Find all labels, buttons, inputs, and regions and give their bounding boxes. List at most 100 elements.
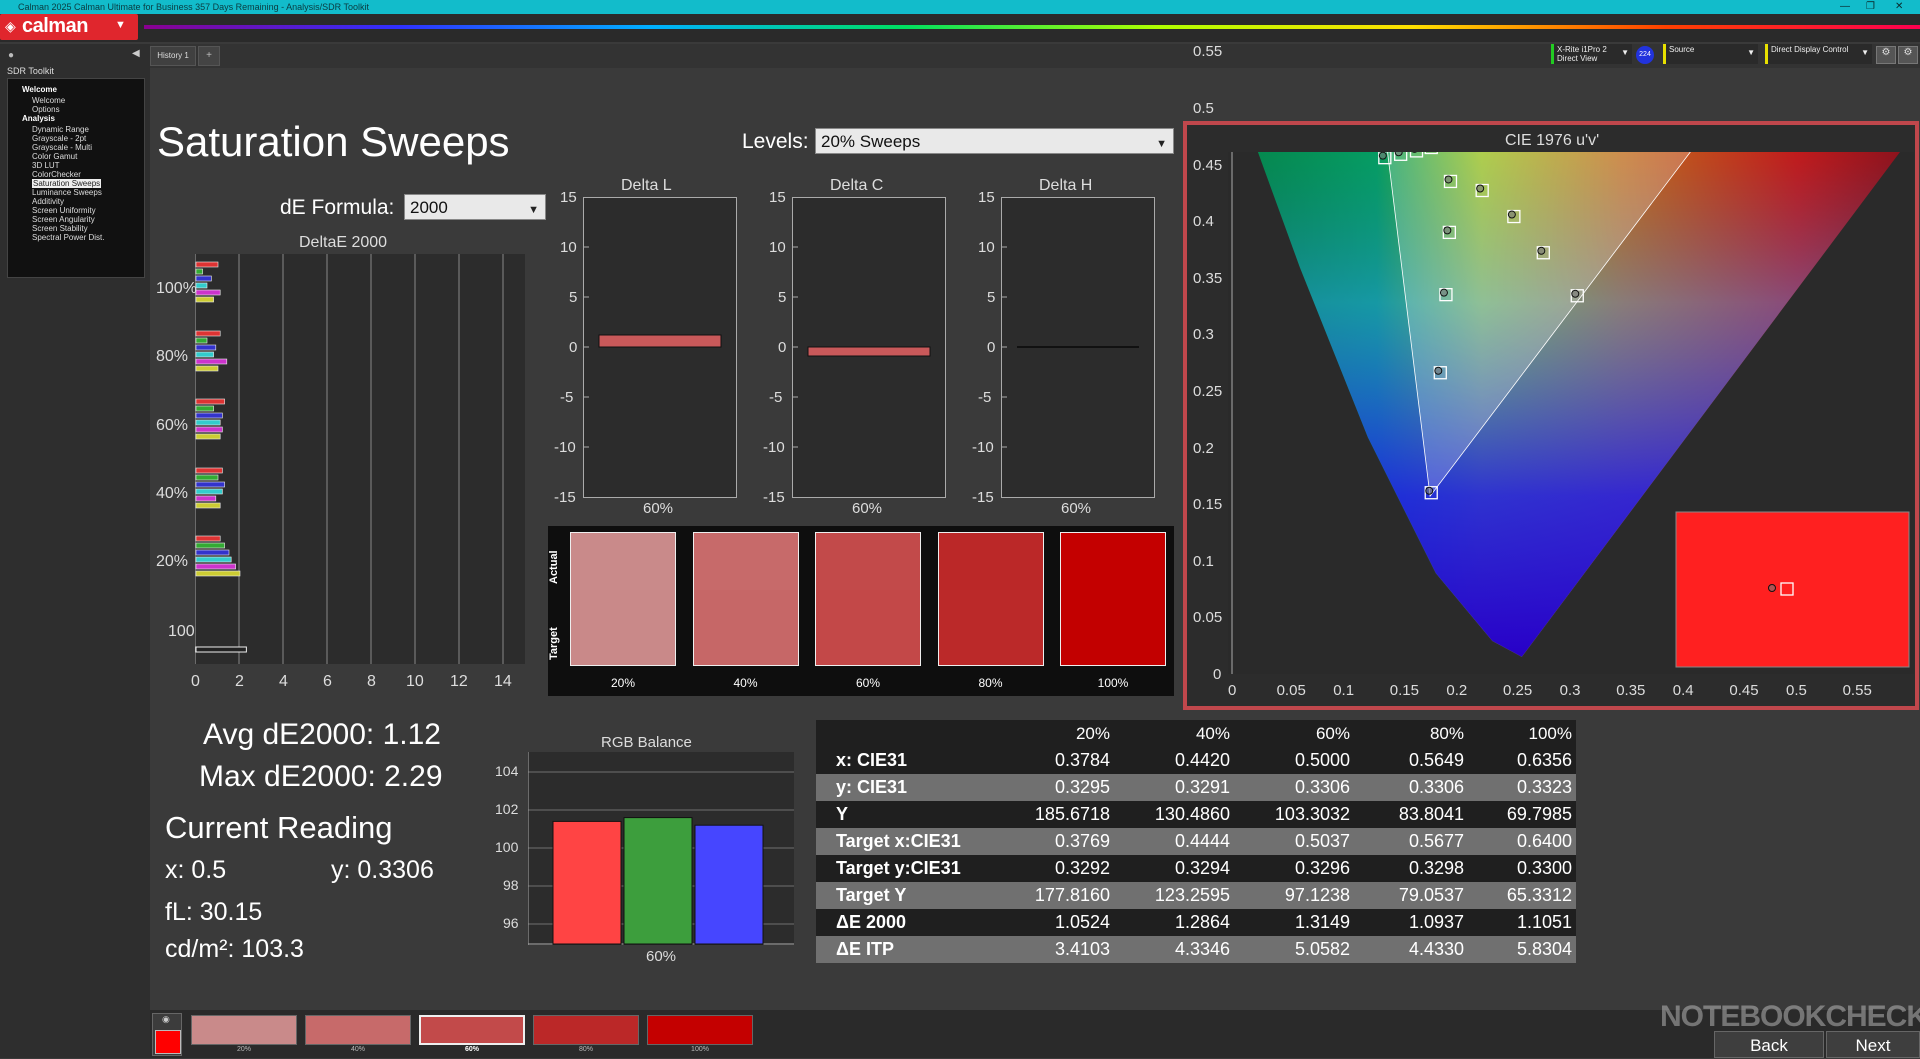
- sidebar-section: SDR Toolkit: [7, 66, 54, 76]
- deltae-bar: [196, 489, 222, 494]
- y-tick: 100: [168, 623, 195, 641]
- next-button[interactable]: Next: [1826, 1031, 1920, 1058]
- deltae-bar: [196, 434, 220, 439]
- deltae-bar: [196, 269, 203, 274]
- sidebar-item[interactable]: Additivity: [32, 197, 64, 206]
- actual-swatch: [938, 532, 1044, 590]
- table-cell: 0.3323: [1468, 774, 1576, 801]
- sweep-thumbnail[interactable]: [305, 1015, 411, 1045]
- collapse-icon[interactable]: ◀: [132, 48, 140, 59]
- y-tick: 5: [987, 289, 995, 306]
- back-button[interactable]: Back: [1714, 1031, 1824, 1058]
- add-tab-button[interactable]: +: [198, 46, 220, 66]
- green-balance-bar: [624, 818, 692, 944]
- sweep-thumbnail[interactable]: [647, 1015, 753, 1045]
- y-tick: 100: [495, 839, 518, 855]
- x-tick: 0.35: [1616, 682, 1645, 699]
- de-formula-select[interactable]: 2000▼: [404, 194, 546, 220]
- sidebar-item[interactable]: Options: [32, 105, 60, 114]
- chevron-down-icon: ▼: [528, 197, 539, 223]
- table-cell: 185.6718: [1004, 801, 1114, 828]
- row-label: ΔE 2000: [816, 909, 1004, 936]
- swatch-panel: Actual Target 20%40%60%80%100%: [548, 526, 1174, 696]
- sidebar-item[interactable]: Dynamic Range: [32, 125, 89, 134]
- y-tick: -15: [763, 489, 785, 506]
- sidebar-item[interactable]: Screen Stability: [32, 224, 88, 233]
- display-selector[interactable]: Direct Display Control ▼: [1765, 44, 1872, 64]
- x-tick: 14: [494, 673, 512, 691]
- table-cell: 5.0582: [1234, 936, 1354, 963]
- next-label: Next: [1856, 1036, 1891, 1055]
- avg-de: Avg dE2000: 1.12: [203, 718, 441, 752]
- sidebar-item[interactable]: 3D LUT: [32, 161, 60, 170]
- table-header-row: 20%40%60%80%100%: [816, 720, 1576, 747]
- table-cell: 1.0937: [1354, 909, 1468, 936]
- sidebar-item[interactable]: Luminance Sweeps: [32, 188, 102, 197]
- table-header-cell: 20%: [1004, 720, 1114, 747]
- reading-marker: [1379, 152, 1386, 159]
- thumbnail-label: 80%: [533, 1046, 639, 1053]
- calman-menu-button[interactable]: ◈ calman ▼: [0, 14, 138, 40]
- sidebar-item[interactable]: Screen Uniformity: [32, 206, 96, 215]
- restore-icon[interactable]: ❐: [1866, 0, 1875, 14]
- sidebar-item[interactable]: ColorChecker: [32, 170, 81, 179]
- deltae-bar: [196, 283, 207, 288]
- deltae-bar: [196, 543, 225, 548]
- y-tick: 15: [769, 189, 786, 206]
- y-tick: -5: [769, 389, 782, 406]
- sweep-thumbnail[interactable]: [533, 1015, 639, 1045]
- deltae-bar: [196, 536, 220, 541]
- pin-icon[interactable]: ●: [8, 50, 14, 61]
- sidebar-item[interactable]: Saturation Sweeps: [32, 179, 101, 188]
- row-label: y: CIE31: [816, 774, 1004, 801]
- target-label: Target: [548, 627, 560, 660]
- settings-icon[interactable]: ⚙: [1898, 46, 1918, 64]
- sidebar-item[interactable]: Grayscale - 2pt: [32, 134, 86, 143]
- table-cell: 0.3784: [1004, 747, 1114, 774]
- y-tick: 10: [769, 239, 786, 256]
- y-tick: 0.4: [1193, 213, 1214, 230]
- meter-selector[interactable]: X-Rite i1Pro 2 Direct View ▼: [1551, 44, 1632, 64]
- x-tick: 12: [450, 673, 468, 691]
- row-label: Y: [816, 801, 1004, 828]
- tab-history[interactable]: History 1: [150, 46, 196, 66]
- table-cell: 0.3300: [1468, 855, 1576, 882]
- sidebar-item[interactable]: Grayscale - Multi: [32, 143, 92, 152]
- sweep-thumbnail[interactable]: [191, 1015, 297, 1045]
- deltae-bar: [196, 564, 236, 569]
- blue-balance-bar: [695, 825, 763, 944]
- table-cell: 0.6400: [1468, 828, 1576, 855]
- sidebar-item[interactable]: Color Gamut: [32, 152, 77, 161]
- source-selector[interactable]: Source ▼: [1663, 44, 1758, 64]
- x-tick: 0.15: [1390, 682, 1419, 699]
- x-tick: 10: [406, 673, 424, 691]
- deltae-bar: [196, 647, 246, 652]
- x-tick: 0: [1228, 682, 1236, 699]
- sidebar-item[interactable]: Welcome: [22, 85, 57, 94]
- levels-select[interactable]: 20% Sweeps▼: [815, 128, 1174, 154]
- close-icon[interactable]: ✕: [1895, 0, 1903, 14]
- y-tick: 0.5: [1193, 100, 1214, 117]
- sidebar-item[interactable]: Analysis: [22, 114, 55, 123]
- table-cell: 69.7985: [1468, 801, 1576, 828]
- sidebar-item[interactable]: Spectral Power Dist.: [32, 233, 104, 242]
- sweep-thumbnail[interactable]: [419, 1015, 525, 1045]
- gear-icon[interactable]: ⚙: [1876, 46, 1896, 64]
- delta-chart-title: Delta C: [830, 177, 883, 195]
- y-tick: 100%: [156, 280, 197, 298]
- deltae-bars: [195, 254, 525, 664]
- minimize-icon[interactable]: —: [1840, 0, 1850, 14]
- y-tick: 0.15: [1193, 496, 1222, 513]
- bottom-bar: [150, 1010, 1920, 1058]
- tab-bar: [150, 44, 1920, 68]
- meter-badge[interactable]: 224: [1636, 46, 1654, 64]
- rgb-balance-chart: [528, 752, 794, 945]
- reading-marker: [1395, 152, 1402, 156]
- sidebar-item[interactable]: Screen Angularity: [32, 215, 95, 224]
- sidebar-item[interactable]: Welcome: [32, 96, 65, 105]
- deltae-bar: [196, 482, 225, 487]
- reading-marker: [1435, 367, 1442, 374]
- current-cdm2: cd/m²: 103.3: [165, 935, 304, 964]
- y-tick: 20%: [156, 553, 188, 571]
